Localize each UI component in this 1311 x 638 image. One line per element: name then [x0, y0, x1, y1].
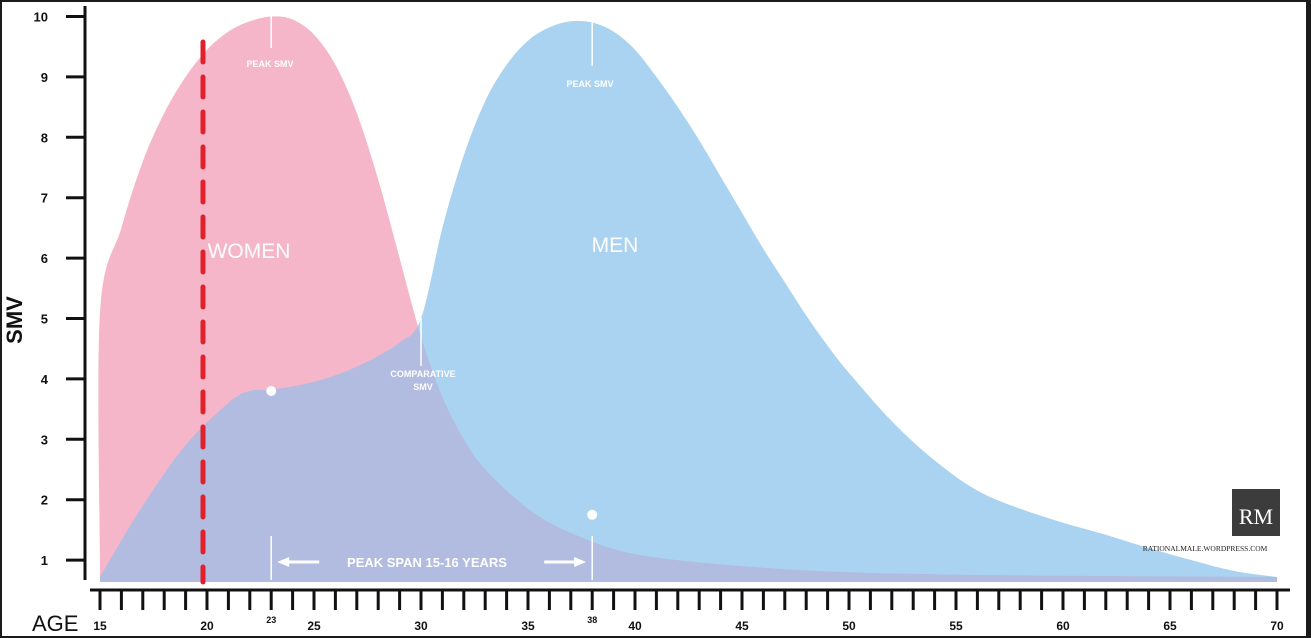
comparative-label-line1: COMPARATIVE — [390, 369, 455, 379]
y-tick-label-6: 6 — [41, 251, 48, 266]
y-tick-label-8: 8 — [41, 130, 48, 145]
x-tick-label-50: 50 — [842, 619, 856, 633]
y-tick-label-10: 10 — [34, 10, 48, 25]
span-arrow-left-icon — [277, 557, 290, 567]
y-tick-label-5: 5 — [41, 312, 48, 327]
x-tick-label-70: 70 — [1270, 619, 1284, 633]
x-minor-tick-label-23: 23 — [266, 615, 276, 625]
watermark-site: RATIONALMALE.WORDPRESS.COM — [1143, 544, 1268, 553]
x-tick-label-20: 20 — [200, 619, 214, 633]
x-tick-label-25: 25 — [307, 619, 321, 633]
peak-span-label: PEAK SPAN 15-16 YEARS — [347, 555, 507, 570]
x-tick-label-60: 60 — [1056, 619, 1070, 633]
men-peak-label: PEAK SMV — [566, 79, 613, 89]
y-tick-label-3: 3 — [41, 432, 48, 447]
y-tick-label-9: 9 — [41, 70, 48, 85]
rm-logo-box — [1232, 489, 1280, 536]
women-label: WOMEN — [208, 240, 291, 263]
x-tick-label-65: 65 — [1163, 619, 1177, 633]
men-label: MEN — [592, 234, 639, 257]
rm-logo-icon: RM — [1239, 504, 1273, 529]
x-axis-title: AGE — [32, 611, 78, 636]
men-marker-point — [587, 509, 598, 520]
x-tick-label-45: 45 — [735, 619, 749, 633]
x-minor-tick-label-38: 38 — [587, 615, 597, 625]
x-tick-label-15: 15 — [93, 619, 107, 633]
span-arrow-right-icon — [574, 557, 587, 567]
y-tick-label-4: 4 — [41, 372, 49, 387]
y-tick-label-1: 1 — [41, 553, 48, 568]
comparative-label-line2: SMV — [413, 382, 433, 392]
x-tick-label-35: 35 — [521, 619, 535, 633]
women-peak-label: PEAK SMV — [246, 59, 293, 69]
x-tick-label-40: 40 — [628, 619, 642, 633]
y-tick-label-7: 7 — [41, 191, 48, 206]
women-marker-point — [266, 385, 277, 396]
y-tick-label-2: 2 — [41, 493, 48, 508]
x-tick-label-30: 30 — [414, 619, 428, 633]
x-tick-label-55: 55 — [949, 619, 963, 633]
y-axis-title: SMV — [2, 296, 27, 344]
